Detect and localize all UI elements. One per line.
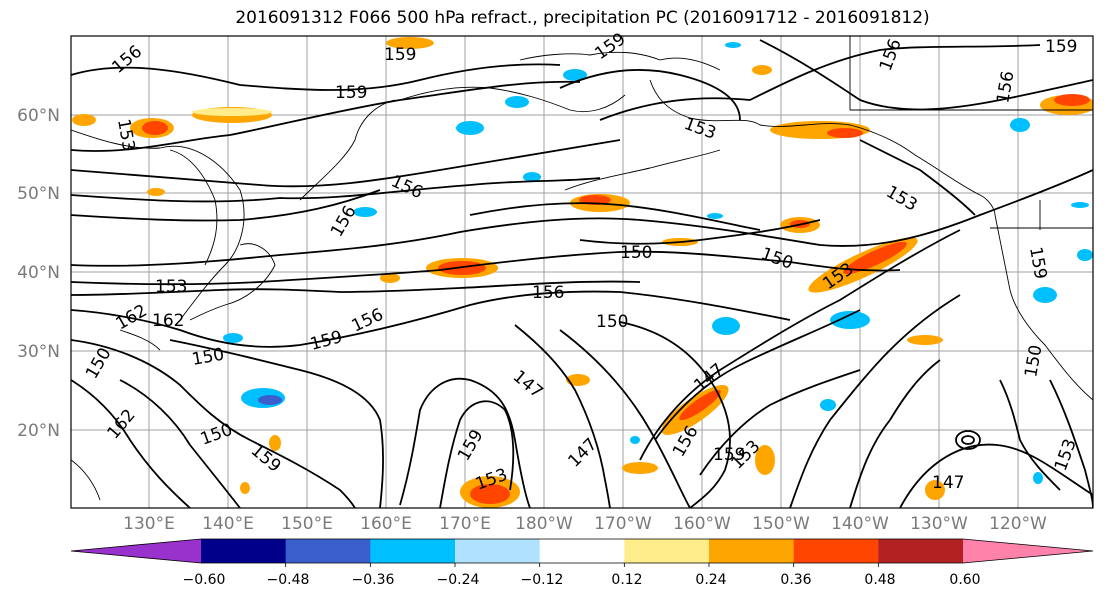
contour-label: 150 <box>620 243 652 263</box>
colorbar-outline <box>70 538 1094 564</box>
lon-label: 140°E <box>202 514 254 534</box>
lon-label: 150°W <box>752 514 810 534</box>
colorbar-tick-label: −0.12 <box>520 572 564 588</box>
map-frame <box>70 35 1094 509</box>
colorbar-tick-label: −0.36 <box>351 572 395 588</box>
lon-label: 140°W <box>831 514 889 534</box>
colorbar-segment <box>793 539 879 563</box>
colorbar-segment <box>878 539 964 563</box>
coastlines <box>71 36 1093 501</box>
contour-label: 159 <box>1045 37 1077 57</box>
graticule <box>71 36 1093 508</box>
colorbar-tick-label: −0.48 <box>266 572 310 588</box>
contour-label: 159 <box>384 45 416 65</box>
colorbar-tick-label: −0.24 <box>436 572 480 588</box>
lat-label: 20°N <box>17 421 60 441</box>
colorbar-tick-label: −0.60 <box>182 572 226 588</box>
contour-label: 159 <box>713 445 745 465</box>
lon-label: 160°E <box>360 514 412 534</box>
colorbar-segment <box>455 539 541 563</box>
contour-label: 153 <box>155 277 187 297</box>
colorbar-segment <box>201 539 287 563</box>
lon-label: 170°E <box>439 514 491 534</box>
colorbar-extend-low <box>71 539 201 563</box>
lon-label: 130°W <box>910 514 968 534</box>
colorbar-segment <box>370 539 456 563</box>
colorbar-segment <box>624 539 710 563</box>
lon-label: 170°W <box>594 514 652 534</box>
lon-label: 120°W <box>989 514 1047 534</box>
map-title: 2016091312 F066 500 hPa refract., precip… <box>235 8 930 28</box>
contour-label: 156 <box>532 283 564 303</box>
colorbar-segment <box>539 539 625 563</box>
contour-label: 150 <box>596 312 628 332</box>
lon-label: 150°E <box>281 514 333 534</box>
colorbar-tick-label: 0.24 <box>695 572 727 588</box>
contour-label: 147 <box>932 473 964 493</box>
colorbar-segment <box>709 539 795 563</box>
lon-label: 160°W <box>673 514 731 534</box>
contour-label: 162 <box>152 311 184 331</box>
lat-label: 40°N <box>17 263 60 283</box>
colorbar-extend-high <box>963 539 1093 563</box>
colorbar-tick-label: 0.48 <box>864 572 896 588</box>
colorbar-tick-label: 0.36 <box>780 572 812 588</box>
lat-label: 50°N <box>17 184 60 204</box>
colorbar-segment <box>285 539 371 563</box>
contour-label: 159 <box>335 83 367 103</box>
refractivity-contours <box>71 39 1093 508</box>
lat-label: 30°N <box>17 342 60 362</box>
colorbar-tick-label: 0.12 <box>611 572 643 588</box>
lon-label: 130°E <box>123 514 175 534</box>
colorbar <box>70 538 1094 567</box>
lat-label: 60°N <box>17 106 60 126</box>
lon-label: 180°W <box>515 514 573 534</box>
colorbar-tick-label: 0.60 <box>949 572 981 588</box>
